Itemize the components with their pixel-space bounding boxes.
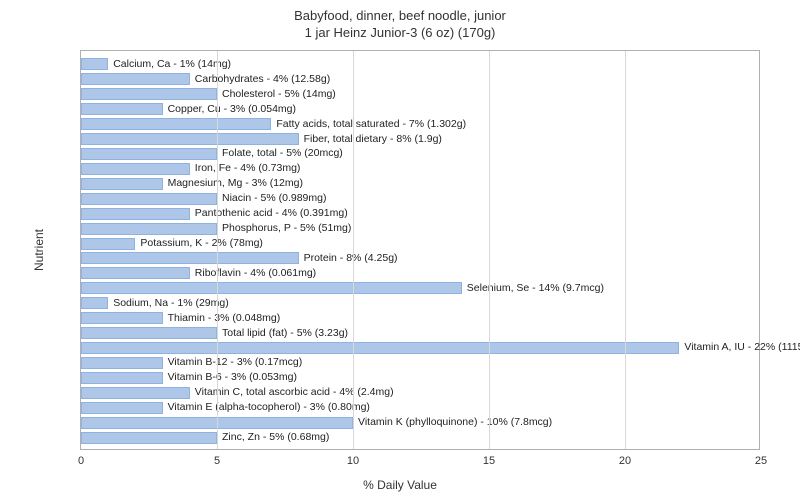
bar-row: Potassium, K - 2% (78mg) (81, 236, 759, 251)
nutrient-bar (81, 252, 299, 264)
nutrient-label: Calcium, Ca - 1% (14mg) (113, 58, 231, 71)
nutrient-bar (81, 148, 217, 160)
bar-row: Carbohydrates - 4% (12.58g) (81, 72, 759, 87)
chart-title-line1: Babyfood, dinner, beef noodle, junior (0, 8, 800, 25)
nutrient-bar (81, 208, 190, 220)
x-tick-label: 5 (214, 455, 220, 467)
bar-row: Iron, Fe - 4% (0.73mg) (81, 161, 759, 176)
bar-row: Thiamin - 3% (0.048mg) (81, 311, 759, 326)
nutrient-bar (81, 297, 108, 309)
bar-row: Pantothenic acid - 4% (0.391mg) (81, 206, 759, 221)
nutrient-bar (81, 372, 163, 384)
bar-row: Vitamin C, total ascorbic acid - 4% (2.4… (81, 385, 759, 400)
nutrient-bar (81, 58, 108, 70)
nutrient-label: Fatty acids, total saturated - 7% (1.302… (276, 118, 466, 131)
nutrient-label: Selenium, Se - 14% (9.7mcg) (467, 282, 604, 295)
bar-row: Copper, Cu - 3% (0.054mg) (81, 102, 759, 117)
bar-row: Vitamin A, IU - 22% (1115IU) (81, 341, 759, 356)
nutrient-label: Riboflavin - 4% (0.061mg) (195, 267, 316, 280)
x-tick-label: 20 (619, 455, 631, 467)
gridline (625, 51, 626, 449)
chart-title-line2: 1 jar Heinz Junior-3 (6 oz) (170g) (0, 25, 800, 42)
nutrient-bar (81, 163, 190, 175)
bar-row: Zinc, Zn - 5% (0.68mg) (81, 430, 759, 445)
nutrient-label: Thiamin - 3% (0.048mg) (168, 312, 281, 325)
nutrient-bar (81, 73, 190, 85)
bar-row: Riboflavin - 4% (0.061mg) (81, 266, 759, 281)
nutrient-label: Potassium, K - 2% (78mg) (140, 237, 263, 250)
nutrient-bar (81, 118, 271, 130)
nutrient-bar (81, 357, 163, 369)
plot-area: Calcium, Ca - 1% (14mg) Carbohydrates - 4… (80, 50, 760, 450)
bar-row: Fatty acids, total saturated - 7% (1.302… (81, 117, 759, 132)
nutrient-bar (81, 327, 217, 339)
nutrient-bar (81, 402, 163, 414)
bar-row: Folate, total - 5% (20mcg) (81, 147, 759, 162)
gridline (489, 51, 490, 449)
nutrient-label: Niacin - 5% (0.989mg) (222, 192, 326, 205)
y-axis-label: Nutrient (32, 229, 46, 271)
nutrient-label: Vitamin B-6 - 3% (0.053mg) (168, 371, 297, 384)
bar-row: Vitamin K (phylloquinone) - 10% (7.8mcg) (81, 415, 759, 430)
x-tick-label: 25 (755, 455, 767, 467)
nutrient-bar (81, 133, 299, 145)
nutrient-bar (81, 282, 462, 294)
x-tick-label: 0 (78, 455, 84, 467)
bars-container: Calcium, Ca - 1% (14mg) Carbohydrates - 4… (81, 57, 759, 443)
bar-row: Niacin - 5% (0.989mg) (81, 191, 759, 206)
bar-row: Cholesterol - 5% (14mg) (81, 87, 759, 102)
nutrient-label: Copper, Cu - 3% (0.054mg) (168, 103, 296, 116)
nutrient-bar (81, 432, 217, 444)
chart-title: Babyfood, dinner, beef noodle, junior 1 … (0, 0, 800, 42)
bar-row: Vitamin B-6 - 3% (0.053mg) (81, 370, 759, 385)
nutrient-bar (81, 223, 217, 235)
nutrient-label: Iron, Fe - 4% (0.73mg) (195, 162, 301, 175)
bar-row: Phosphorus, P - 5% (51mg) (81, 221, 759, 236)
nutrient-bar (81, 88, 217, 100)
bar-row: Sodium, Na - 1% (29mg) (81, 296, 759, 311)
x-tick-label: 15 (483, 455, 495, 467)
nutrient-bar (81, 267, 190, 279)
x-axis-label: % Daily Value (0, 478, 800, 492)
bar-row: Magnesium, Mg - 3% (12mg) (81, 176, 759, 191)
nutrient-label: Cholesterol - 5% (14mg) (222, 88, 336, 101)
bar-row: Selenium, Se - 14% (9.7mcg) (81, 281, 759, 296)
bar-row: Total lipid (fat) - 5% (3.23g) (81, 326, 759, 341)
x-tick-label: 10 (347, 455, 359, 467)
nutrient-label: Vitamin E (alpha-tocopherol) - 3% (0.80m… (168, 401, 370, 414)
nutrient-label: Protein - 8% (4.25g) (304, 252, 398, 265)
nutrient-label: Fiber, total dietary - 8% (1.9g) (304, 133, 442, 146)
nutrient-bar (81, 193, 217, 205)
bar-row: Vitamin E (alpha-tocopherol) - 3% (0.80m… (81, 400, 759, 415)
nutrient-label: Vitamin C, total ascorbic acid - 4% (2.4… (195, 386, 394, 399)
nutrient-label: Phosphorus, P - 5% (51mg) (222, 222, 351, 235)
nutrient-label: Folate, total - 5% (20mcg) (222, 147, 343, 160)
nutrient-label: Vitamin B-12 - 3% (0.17mcg) (168, 356, 303, 369)
nutrient-bar (81, 238, 135, 250)
nutrient-bar (81, 178, 163, 190)
bar-row: Fiber, total dietary - 8% (1.9g) (81, 132, 759, 147)
bar-row: Vitamin B-12 - 3% (0.17mcg) (81, 355, 759, 370)
nutrient-bar (81, 342, 679, 354)
nutrient-label: Total lipid (fat) - 5% (3.23g) (222, 327, 348, 340)
nutrient-label: Magnesium, Mg - 3% (12mg) (168, 177, 303, 190)
nutrient-bar (81, 103, 163, 115)
bar-row: Calcium, Ca - 1% (14mg) (81, 57, 759, 72)
nutrient-bar (81, 312, 163, 324)
nutrient-label: Vitamin A, IU - 22% (1115IU) (684, 341, 800, 354)
gridline (353, 51, 354, 449)
nutrient-label: Zinc, Zn - 5% (0.68mg) (222, 431, 329, 444)
nutrient-label: Sodium, Na - 1% (29mg) (113, 297, 229, 310)
nutrient-bar (81, 387, 190, 399)
bar-row: Protein - 8% (4.25g) (81, 251, 759, 266)
nutrient-label: Vitamin K (phylloquinone) - 10% (7.8mcg) (358, 416, 552, 429)
nutrient-label: Carbohydrates - 4% (12.58g) (195, 73, 330, 86)
gridline (217, 51, 218, 449)
